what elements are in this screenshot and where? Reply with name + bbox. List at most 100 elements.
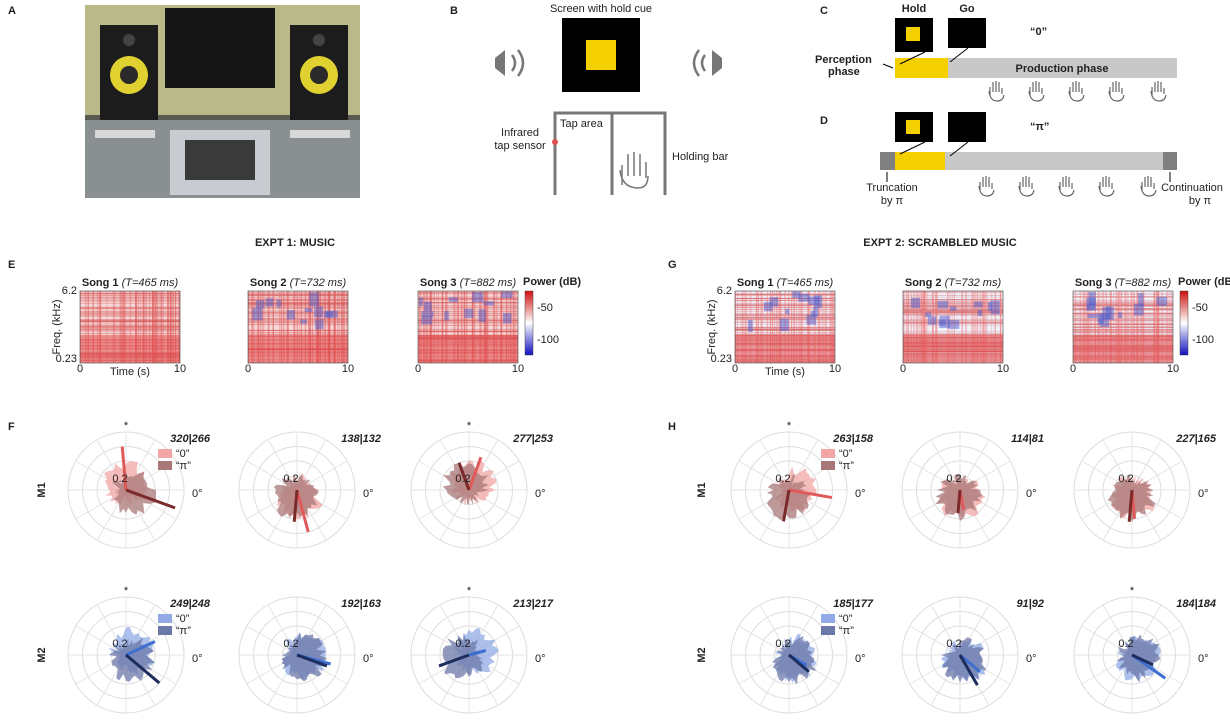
song-name: Song 2 [905, 277, 942, 289]
trial-counts: 213|217 [512, 598, 554, 610]
spectrogram-cell [769, 291, 771, 363]
y-tick-label: 6.2 [717, 285, 732, 297]
spectrogram-band [80, 335, 180, 363]
spectrogram-cell [735, 299, 835, 301]
spectrogram-cell [903, 303, 1003, 305]
spectrogram-cell [973, 291, 975, 363]
spectrogram-cell [308, 291, 310, 363]
spectrogram-cell [445, 291, 447, 363]
spectrogram-cell [1134, 303, 1144, 316]
spectrogram-cell [1073, 302, 1173, 304]
spectrogram-cell [258, 291, 260, 363]
spectrogram-cell [418, 318, 518, 320]
spectrogram-cell [136, 291, 138, 363]
spectrogram-cell [162, 291, 164, 363]
spectrogram-cell [453, 291, 455, 363]
spectrogram-cell [1161, 291, 1163, 363]
legend-label: “π” [839, 625, 854, 637]
spectrogram-cell [80, 327, 180, 329]
spectrogram-cell [1073, 318, 1173, 320]
spectrogram-cell [976, 291, 978, 363]
spectrogram-cell [418, 317, 518, 319]
spectrogram-cell [418, 291, 518, 293]
spectrogram-cell [252, 308, 263, 321]
spectrogram-cell [938, 319, 946, 326]
spectrogram-cell [433, 291, 435, 363]
spectrogram-cell [80, 325, 180, 327]
spectrogram-cell [735, 307, 835, 309]
spectrogram-cell [283, 291, 285, 363]
spectrogram-cell [309, 291, 311, 363]
x-tick-label: 10 [1167, 363, 1179, 375]
mean-vector [1127, 489, 1134, 522]
spectrogram-cell [418, 305, 518, 307]
legend-swatch [158, 461, 172, 470]
polar-plot [730, 431, 848, 549]
spectrogram-cell [248, 302, 348, 304]
y-tick-label: 0.23 [711, 353, 732, 365]
spectrogram-cell [808, 296, 820, 306]
spectrogram-cell [987, 301, 992, 311]
spectrogram-cell [903, 334, 1003, 336]
spectrogram-cell [260, 291, 262, 363]
spectrogram-cell [745, 291, 747, 363]
polar-plot [901, 596, 1019, 714]
spectrogram [734, 290, 836, 364]
mean-vector [956, 489, 962, 514]
spectrogram-cell [1073, 313, 1173, 315]
mean-vector [468, 649, 487, 657]
spectrogram-cell [507, 291, 509, 363]
spectrogram-cell [248, 321, 348, 323]
spectrogram-cell [1154, 291, 1156, 363]
spectrogram-cell [268, 291, 270, 363]
spectrogram-cell [152, 291, 154, 363]
spectrogram-cell [419, 291, 421, 363]
spectrogram-cell [80, 315, 180, 317]
radius-label: 0.2 [1118, 473, 1133, 485]
spectrogram-cell [903, 305, 1003, 307]
spectrogram-cell [1073, 331, 1173, 333]
spectrogram-cell [276, 299, 282, 308]
spectrogram-cell [80, 327, 180, 329]
spectrogram-cell [442, 291, 444, 363]
spectrogram-cell [914, 291, 916, 363]
spectrogram-cell [445, 291, 447, 363]
spectrogram-cell [120, 291, 122, 363]
spectrogram-cell [778, 291, 780, 363]
spectrogram-cell [735, 293, 835, 295]
spectrogram-cell [1102, 306, 1114, 320]
x-tick-label: 0 [900, 363, 906, 375]
spectrogram-cell [167, 291, 169, 363]
spectrogram-cell [1156, 291, 1158, 363]
spectrogram-cell [510, 291, 512, 363]
spectrogram-cell [494, 291, 496, 363]
spectrogram-cell [167, 291, 169, 363]
spectrogram-cell [776, 291, 778, 363]
spectrogram-cell [1073, 323, 1173, 325]
spectrogram-cell [1087, 303, 1096, 309]
hand-icon [1058, 176, 1075, 197]
spectrogram-cell [819, 291, 821, 363]
spectrogram-cell [505, 291, 507, 363]
spectrogram-cell [333, 291, 335, 363]
spectrogram-cell [159, 291, 161, 363]
spectrogram-cell [418, 330, 518, 332]
song-period: (T=882 ms) [460, 277, 517, 289]
sensor-label: Infrared [501, 127, 539, 139]
radius-label: 0.2 [455, 473, 470, 485]
spectrogram-cell [474, 291, 476, 363]
spectrogram-cell [1073, 313, 1173, 315]
spectrogram-cell [424, 291, 426, 363]
spectrogram-cell [160, 291, 162, 363]
spectrogram-cell [418, 322, 518, 324]
spectrogram-cell [1083, 291, 1085, 363]
spectrogram-cell [80, 306, 180, 308]
spectrogram-cell [346, 291, 348, 363]
angle-label: 0° [363, 653, 374, 665]
spectrogram [902, 290, 1004, 364]
spectrogram-cell [735, 314, 835, 316]
panel-label: A [8, 5, 16, 17]
spectrogram-cell [831, 291, 833, 363]
row-label: M2 [36, 647, 48, 662]
mean-vector [781, 489, 791, 522]
